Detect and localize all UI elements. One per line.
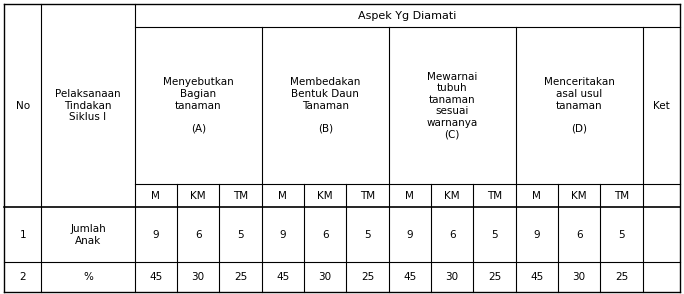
Text: KM: KM [571, 191, 587, 201]
Text: Pelaksanaan
Tindakan
Siklus I: Pelaksanaan Tindakan Siklus I [55, 89, 121, 122]
Text: 5: 5 [491, 230, 498, 240]
Text: Menceritakan
asal usul
tanaman

(D): Menceritakan asal usul tanaman (D) [544, 77, 615, 134]
Text: 45: 45 [149, 272, 163, 282]
Text: 5: 5 [618, 230, 624, 240]
Text: KM: KM [317, 191, 333, 201]
Text: 5: 5 [364, 230, 371, 240]
Text: 25: 25 [234, 272, 247, 282]
Text: 6: 6 [576, 230, 583, 240]
Text: 30: 30 [573, 272, 586, 282]
Text: 6: 6 [195, 230, 202, 240]
Text: Ket: Ket [653, 101, 670, 111]
Text: TM: TM [614, 191, 629, 201]
Text: 25: 25 [615, 272, 628, 282]
Text: KM: KM [445, 191, 460, 201]
Text: M: M [151, 191, 160, 201]
Text: TM: TM [233, 191, 248, 201]
Text: 9: 9 [534, 230, 540, 240]
Text: Jumlah
Anak: Jumlah Anak [70, 224, 106, 245]
Text: TM: TM [487, 191, 502, 201]
Text: 5: 5 [237, 230, 244, 240]
Text: Aspek Yg Diamati: Aspek Yg Diamati [358, 11, 456, 21]
Text: %: % [83, 272, 93, 282]
Text: Menyebutkan
Bagian
tanaman

(A): Menyebutkan Bagian tanaman (A) [163, 77, 233, 134]
Text: No: No [16, 101, 29, 111]
Text: 9: 9 [406, 230, 413, 240]
Text: 30: 30 [192, 272, 205, 282]
Text: 9: 9 [153, 230, 159, 240]
Text: 25: 25 [488, 272, 501, 282]
Text: TM: TM [360, 191, 375, 201]
Text: 45: 45 [404, 272, 417, 282]
Text: 30: 30 [445, 272, 459, 282]
Text: Mewarnai
tubuh
tanaman
sesuai
warnanya
(C): Mewarnai tubuh tanaman sesuai warnanya (… [427, 72, 478, 140]
Text: 1: 1 [19, 230, 26, 240]
Text: 25: 25 [361, 272, 374, 282]
Text: 30: 30 [319, 272, 332, 282]
Text: 6: 6 [449, 230, 456, 240]
Text: M: M [278, 191, 287, 201]
Text: KM: KM [190, 191, 206, 201]
Text: 9: 9 [280, 230, 286, 240]
Text: 6: 6 [322, 230, 328, 240]
Text: M: M [406, 191, 415, 201]
Text: M: M [532, 191, 541, 201]
Text: Membedakan
Bentuk Daun
Tanaman

(B): Membedakan Bentuk Daun Tanaman (B) [290, 77, 360, 134]
Text: 2: 2 [19, 272, 26, 282]
Text: 45: 45 [276, 272, 289, 282]
Text: 45: 45 [530, 272, 544, 282]
